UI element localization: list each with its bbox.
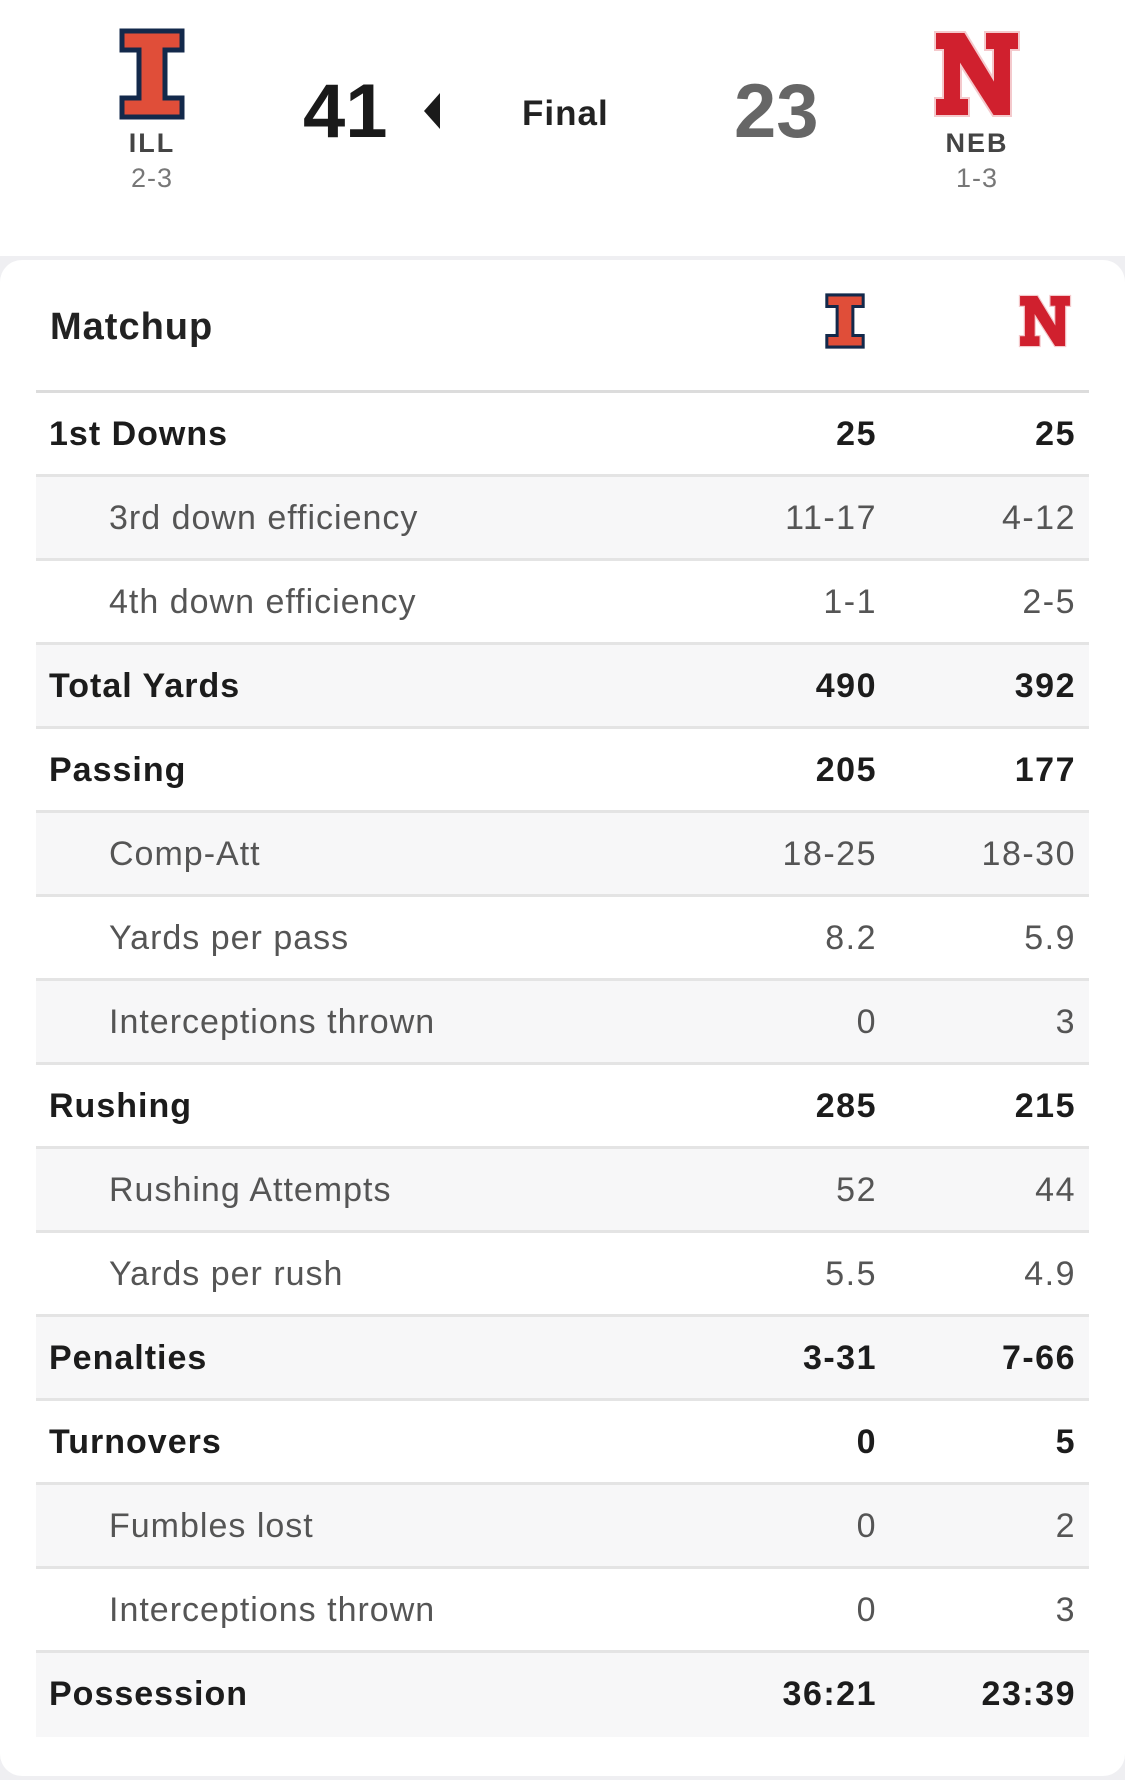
stat-value-away: 177	[1014, 751, 1076, 789]
stat-value-away: 215	[1014, 1087, 1076, 1125]
stat-label: Passing	[49, 751, 187, 789]
stat-value-away: 2	[1055, 1507, 1076, 1545]
stat-row: Possession 36:21 23:39	[36, 1653, 1089, 1737]
stat-value-away: 18-30	[981, 835, 1076, 873]
stat-label: Comp-Att	[109, 835, 261, 873]
stat-value-home: 205	[815, 751, 877, 789]
stat-label: Possession	[49, 1675, 248, 1713]
stat-value-home: 11-17	[785, 499, 877, 537]
illinois-block-i-logo	[825, 293, 865, 349]
stat-label: Yards per pass	[109, 919, 350, 957]
stat-value-home: 0	[856, 1591, 877, 1629]
stat-value-away: 23:39	[981, 1675, 1076, 1713]
stat-value-home: 18-25	[782, 835, 877, 873]
stat-value-away: 5.9	[1024, 919, 1076, 957]
header-divider	[36, 390, 1089, 393]
stats-table: 1st Downs 25 25 3rd down efficiency 11-17 4-1…	[36, 393, 1089, 1737]
home-team[interactable]: ILL 2-3	[92, 28, 212, 194]
away-score: 23	[734, 69, 819, 154]
stat-label: Interceptions thrown	[109, 1003, 436, 1041]
stat-row: 3rd down efficiency 11-17 4-12	[36, 477, 1089, 561]
stat-value-home: 490	[815, 667, 877, 705]
away-team-abbr: NEB	[945, 128, 1009, 158]
stat-row: Fumbles lost 0 2	[36, 1485, 1089, 1569]
stat-value-away: 25	[1035, 415, 1076, 453]
winner-arrow-icon	[424, 93, 440, 129]
stat-label: Rushing Attempts	[109, 1171, 392, 1209]
stat-value-away: 4-12	[1001, 499, 1076, 537]
stat-value-home: 0	[856, 1507, 877, 1545]
stat-label: Interceptions thrown	[109, 1591, 436, 1629]
stat-row: Total Yards 490 392	[36, 645, 1089, 729]
stat-label: Total Yards	[49, 667, 241, 705]
stat-row: Yards per pass 8.2 5.9	[36, 897, 1089, 981]
game-header: ILL 2-3 41 Final 23 NEB 1-3	[0, 0, 1125, 256]
stat-row: Rushing Attempts 52 44	[36, 1149, 1089, 1233]
stat-row: Passing 205 177	[36, 729, 1089, 813]
game-status: Final	[522, 94, 609, 133]
stat-row: 1st Downs 25 25	[36, 393, 1089, 477]
stat-row: Interceptions thrown 0 3	[36, 1569, 1089, 1653]
stat-label: Turnovers	[49, 1423, 222, 1461]
stat-value-away: 4.9	[1024, 1255, 1076, 1293]
stat-label: Penalties	[49, 1339, 208, 1377]
stat-row: Interceptions thrown 0 3	[36, 981, 1089, 1065]
stat-value-home: 25	[836, 415, 877, 453]
stat-row: Turnovers 0 5	[36, 1401, 1089, 1485]
away-team-record: 1-3	[955, 163, 999, 193]
stat-label: 1st Downs	[49, 415, 229, 453]
illinois-block-i-logo	[119, 28, 185, 120]
stat-value-home: 8.2	[825, 919, 877, 957]
home-team-abbr: ILL	[128, 128, 176, 158]
stat-row: Comp-Att 18-25 18-30	[36, 813, 1089, 897]
stat-value-away: 44	[1035, 1171, 1076, 1209]
stat-value-away: 392	[1014, 667, 1076, 705]
stat-row: Yards per rush 5.5 4.9	[36, 1233, 1089, 1317]
stat-value-home: 285	[815, 1087, 877, 1125]
stat-value-away: 5	[1055, 1423, 1076, 1461]
stat-value-home: 36:21	[782, 1675, 877, 1713]
stat-value-home: 1-1	[823, 583, 877, 621]
stat-value-home: 0	[856, 1423, 877, 1461]
stat-value-home: 5.5	[825, 1255, 877, 1293]
stat-row: Penalties 3-31 7-66	[36, 1317, 1089, 1401]
matchup-header: Matchup	[0, 260, 1125, 393]
stat-row: 4th down efficiency 1-1 2-5	[36, 561, 1089, 645]
home-score: 41	[303, 69, 388, 154]
stat-row: Rushing 285 215	[36, 1065, 1089, 1149]
stat-value-away: 2-5	[1022, 583, 1076, 621]
home-team-record: 2-3	[130, 163, 174, 193]
stat-value-away: 7-66	[1001, 1339, 1076, 1377]
stat-label: 4th down efficiency	[109, 583, 417, 621]
stat-value-home: 0	[856, 1003, 877, 1041]
stat-value-away: 3	[1055, 1591, 1076, 1629]
matchup-title: Matchup	[50, 306, 214, 348]
stat-value-home: 3-31	[802, 1339, 877, 1377]
stat-label: Yards per rush	[109, 1255, 344, 1293]
stat-label: Rushing	[49, 1087, 192, 1125]
stat-value-away: 3	[1055, 1003, 1076, 1041]
away-team[interactable]: NEB 1-3	[917, 28, 1037, 194]
matchup-card: Matchup 1st Downs 25 25 3rd down efficiency…	[0, 260, 1125, 1776]
nebraska-n-logo	[934, 31, 1020, 117]
stat-value-home: 52	[836, 1171, 877, 1209]
nebraska-n-logo	[1018, 294, 1072, 348]
stat-label: 3rd down efficiency	[109, 499, 419, 537]
stat-label: Fumbles lost	[109, 1507, 314, 1545]
